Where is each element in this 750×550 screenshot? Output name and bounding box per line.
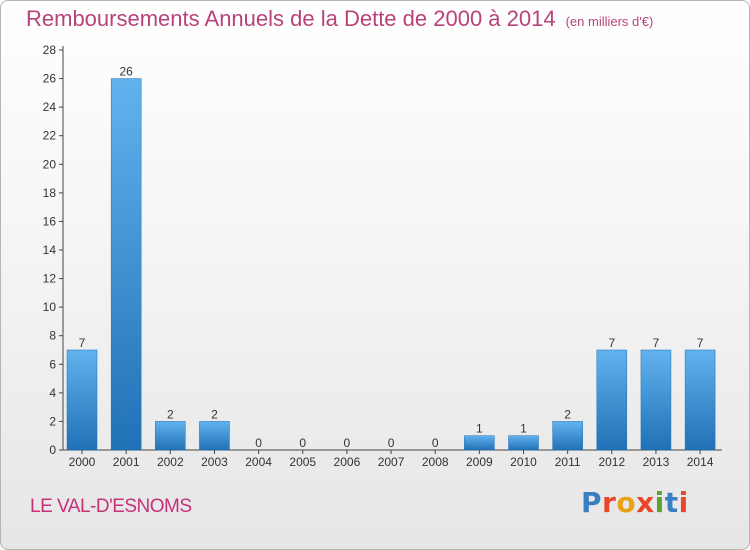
x-tick-label: 2008 [422, 455, 449, 469]
x-axis: 2000 2001 2002 2003 2004 2005 2006 2007 2008 2009… [63, 449, 722, 469]
data-label: 0 [344, 436, 351, 450]
chart-unit-label: (en milliers d'€) [565, 14, 654, 29]
data-label: 2 [564, 407, 571, 421]
logo-letter: i [678, 486, 689, 519]
y-tick-label: 28 [43, 43, 57, 57]
y-tick-label: 0 [49, 443, 56, 457]
x-tick-label: 2011 [555, 455, 581, 469]
data-labels: 7 26 2 2 0 0 0 0 0 1 1 2 7 7 7 [79, 65, 704, 450]
proxiti-logo: Proxiti [581, 486, 689, 519]
x-tick-label: 2009 [466, 455, 493, 469]
x-tick-label: 2002 [157, 455, 184, 469]
y-tick-label: 6 [49, 357, 56, 371]
data-label: 0 [299, 436, 306, 450]
y-tick-label: 18 [43, 186, 57, 200]
y-tick-label: 26 [43, 72, 57, 86]
chart-title-text: Remboursements Annuels de la Dette de 20… [26, 6, 556, 31]
bar-2002 [155, 421, 186, 451]
y-tick-label: 16 [43, 214, 57, 228]
logo-letter: o [616, 486, 637, 519]
x-tick-label: 2006 [334, 455, 361, 469]
bar-2013 [640, 349, 672, 451]
data-label: 7 [79, 336, 86, 350]
y-tick-label: 24 [43, 100, 57, 114]
bar-2010 [508, 435, 539, 451]
bar-2012 [596, 349, 628, 451]
y-tick-label: 14 [43, 243, 57, 257]
x-tick-label: 2010 [510, 455, 537, 469]
x-tick-label: 2000 [69, 455, 96, 469]
data-label: 0 [255, 436, 262, 450]
data-label: 7 [697, 336, 704, 350]
y-tick-label: 2 [49, 414, 56, 428]
x-tick-label: 2004 [245, 455, 272, 469]
chart-title: Remboursements Annuels de la Dette de 20… [26, 6, 653, 32]
data-label: 0 [388, 436, 395, 450]
x-tick-label: 2014 [687, 455, 714, 469]
x-tick-label: 2012 [598, 455, 625, 469]
data-label: 1 [520, 422, 527, 436]
bar-2001 [110, 78, 142, 451]
data-label: 7 [653, 336, 660, 350]
y-tick-label: 8 [49, 329, 56, 343]
bar-2011 [552, 421, 583, 451]
x-tick-label: 2007 [378, 455, 405, 469]
logo-letter: P [581, 486, 603, 519]
data-label: 0 [432, 436, 439, 450]
commune-name: LE VAL-D'ESNOMS [30, 496, 192, 517]
logo-letter: x [636, 486, 655, 519]
x-tick-label: 2001 [113, 455, 140, 469]
y-tick-label: 20 [43, 157, 57, 171]
logo-letter: i [654, 486, 665, 519]
y-tick-label: 12 [43, 272, 57, 286]
data-label: 7 [608, 336, 615, 350]
x-tick-label: 2013 [643, 455, 670, 469]
bar-2003 [199, 421, 230, 451]
bar-2000 [66, 349, 98, 451]
y-tick-label: 4 [49, 386, 56, 400]
data-label: 1 [476, 422, 483, 436]
x-tick-label: 2003 [201, 455, 228, 469]
y-tick-label: 22 [43, 129, 57, 143]
x-tick-label: 2005 [289, 455, 316, 469]
logo-letter: r [602, 486, 617, 519]
data-label: 26 [119, 65, 133, 79]
y-tick-label: 10 [43, 300, 57, 314]
bar-series [66, 78, 716, 451]
data-label: 2 [211, 407, 218, 421]
bar-2009 [464, 435, 495, 451]
bar-2014 [684, 349, 716, 451]
data-label: 2 [167, 407, 174, 421]
logo-letter: t [664, 486, 679, 519]
